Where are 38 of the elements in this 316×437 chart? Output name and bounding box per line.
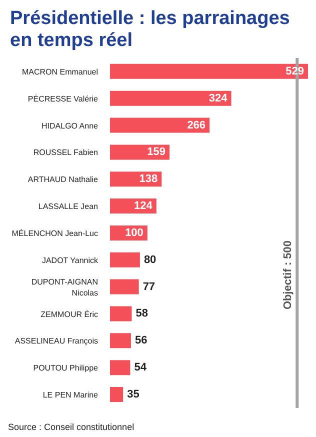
bar [110,279,139,294]
bar [110,360,130,376]
data-label: 100 [125,226,144,239]
data-label: 138 [139,173,158,186]
data-label: 58 [136,308,148,320]
data-label: 77 [142,280,156,293]
data-label: 35 [127,388,140,400]
data-label: 529 [286,65,304,78]
y-tick-label: JADOT Yannick [42,255,99,264]
y-tick-label: ZEMMOUR Éric [40,309,98,318]
data-label: 124 [134,200,154,212]
data-label: 266 [187,119,206,132]
bar [110,387,124,402]
bar [110,333,131,348]
y-tick-label: ROUSSEL Fabien [33,148,98,157]
data-label: 54 [134,362,148,374]
data-label: 324 [208,92,228,104]
y-tick-label: HIDALGO Anne [42,120,99,130]
y-tick-label: POUTOU Philippe [33,363,99,372]
y-tick-label: MACRON Emmanuel [22,66,98,76]
bar [110,252,140,268]
bar [110,118,210,133]
source-note: Source : Conseil constitutionnel [8,422,136,432]
y-tick-label: DUPONT-AIGNAN Nicolas [31,276,98,297]
data-label: 159 [147,146,166,158]
chart-title: Présidentielle : les parrainages en temps réel [10,8,291,52]
data-label: 56 [134,334,148,347]
y-tick-label: ASSELINEAU François [14,336,98,346]
y-tick-label: ARTHAUD Nathalie [28,174,99,184]
data-label: 80 [144,254,156,266]
bar [110,64,308,79]
y-tick-label: MÉLENCHON Jean-Luc [12,228,98,238]
bar [110,306,132,322]
y-tick-label: PÉCRESSE Valérie [28,94,99,103]
bar [110,90,232,106]
y-tick-label: LE PEN Marine [42,390,99,400]
ref-line-label: Objectif : 500 [282,240,294,310]
y-tick-label: LASSALLE Jean [38,202,98,211]
